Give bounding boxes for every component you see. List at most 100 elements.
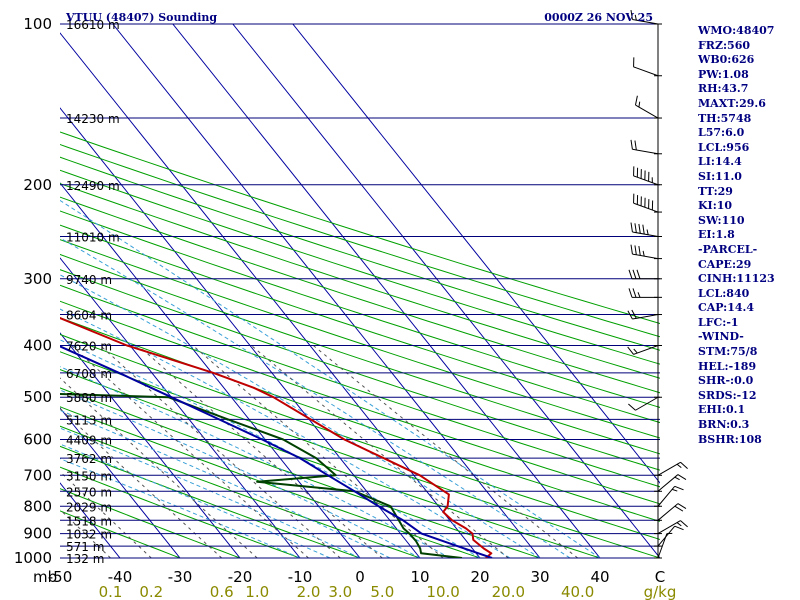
wind-barb (654, 474, 687, 492)
height-label: 1032 m (66, 528, 112, 542)
temperature-tick-label: -20 (228, 568, 253, 586)
index-entry: KI:10 (698, 199, 733, 213)
isotherm-line (60, 407, 181, 558)
index-entry: -PARCEL- (698, 242, 758, 256)
height-label: 5113 m (66, 413, 112, 427)
temperature-profile-line (60, 317, 493, 558)
wind-barb (630, 244, 662, 260)
index-entry: LCL:956 (698, 140, 750, 154)
wind-barb (654, 532, 673, 559)
index-panel: WMO:48407 FRZ:560 WB0:626 PW:1.08 RH:43.7 MAX… (698, 24, 798, 447)
height-label: 5880 m (66, 391, 112, 405)
isotherm-line (60, 257, 301, 558)
mixing-ratio-tick-label: 1.0 (245, 583, 269, 600)
moist-adiabat-line (60, 458, 301, 558)
index-entry: TH:5748 (698, 111, 752, 125)
index-entry: EI:1.8 (698, 228, 735, 242)
height-label: 3150 m (66, 469, 112, 483)
wind-barb (654, 503, 687, 521)
wind-barb (633, 57, 662, 77)
height-label: 6708 m (66, 367, 112, 381)
temperature-tick-label: -40 (108, 568, 133, 586)
pressure-tick-label: 500 (23, 388, 52, 406)
temperature-tick-label: -50 (48, 568, 73, 586)
isotherm-line (60, 182, 361, 558)
chart-time: 0000Z 26 NOV 25 (544, 11, 653, 24)
mixing-ratio-tick-label: 10.0 (426, 583, 459, 600)
dewpoint-profile-line (60, 393, 463, 558)
height-label: 4409 m (66, 434, 112, 448)
height-label: 1518 m (66, 514, 112, 528)
index-entry: PW:1.08 (698, 67, 749, 81)
chart-title: VTUU (48407) Sounding (65, 11, 217, 24)
wind-barb (633, 166, 662, 186)
moist-adiabat-line (60, 389, 421, 558)
height-label: 8604 m (66, 309, 112, 323)
wind-barb (630, 10, 662, 25)
profile-lines (60, 317, 493, 558)
height-label: 2029 m (66, 500, 112, 514)
index-entry: CINH:11123 (698, 272, 775, 286)
wind-barb (634, 95, 662, 119)
temperature-tick-label: 0 (355, 568, 365, 586)
mixing-ratio-tick-label: 3.0 (328, 583, 352, 600)
temperature-tick-label: -30 (168, 568, 193, 586)
index-entry: L57:6.0 (698, 126, 745, 140)
index-entry: EHI:0.1 (698, 403, 746, 417)
index-entry: MAXT:29.6 (698, 96, 766, 110)
index-entry: WMO:48407 (698, 24, 775, 37)
index-entry: SRDS:-12 (698, 388, 757, 402)
temperature-tick-label: 20 (470, 568, 489, 586)
pressure-tick-label: 400 (23, 337, 52, 355)
height-label: 7620 m (66, 340, 112, 354)
index-entry: FRZ:560 (698, 38, 751, 52)
height-label: 14230 m (66, 112, 120, 126)
index-entry: BRN:0.3 (698, 418, 750, 432)
wind-barb (628, 269, 662, 280)
index-entry: WB0:626 (698, 53, 755, 67)
index-entry: SI:11.0 (698, 169, 742, 183)
height-label: 12490 m (66, 179, 120, 193)
height-label: 571 m (66, 540, 104, 554)
pressure-tick-label: 600 (23, 431, 52, 449)
pressure-tick-label: 100 (23, 15, 52, 33)
mixing-ratio-tick-label: 2.0 (297, 583, 321, 600)
index-entry: HEL:-189 (698, 359, 757, 373)
wind-barb (628, 288, 662, 298)
index-entry: TT:29 (698, 184, 733, 198)
index-entry: CAP:14.4 (698, 301, 755, 315)
wind-barb (654, 520, 688, 535)
temperature-tick-label: -10 (288, 568, 313, 586)
wind-barbs (627, 10, 688, 559)
height-label: 16610 m (66, 18, 120, 32)
height-label: 9740 m (66, 273, 112, 287)
mixing-ratio-unit-label: g/kg (644, 583, 677, 600)
index-entry: CAPE:29 (698, 257, 752, 271)
mixing-ratio-tick-label: 0.6 (210, 583, 234, 600)
pressure-tick-label: 200 (23, 176, 52, 194)
pressure-tick-label: 1000 (14, 549, 52, 567)
index-entry: BSHR:108 (698, 432, 762, 446)
isotherm-line (172, 24, 601, 558)
wind-barb (627, 345, 662, 355)
wind-barb (627, 309, 662, 320)
height-label: 2570 m (66, 485, 112, 499)
index-entry: LCL:840 (698, 286, 750, 300)
temperature-tick-label: 10 (410, 568, 429, 586)
isotherm-line (112, 24, 541, 558)
mixing-ratio-tick-label: 0.2 (139, 583, 163, 600)
temperature-tick-label: 30 (530, 568, 549, 586)
temperature-tick-label: 40 (590, 568, 609, 586)
pressure-unit-label: mb (33, 568, 57, 586)
wind-barb (633, 193, 662, 213)
index-entry: STM:75/8 (698, 345, 758, 359)
pressure-tick-label: 300 (23, 270, 52, 288)
pressure-tick-label: 800 (23, 497, 52, 515)
wind-barb (628, 396, 662, 411)
index-entry: LI:14.4 (698, 155, 742, 169)
height-label: 11010 m (66, 230, 120, 244)
height-label: 3762 m (66, 452, 112, 466)
pressure-tick-label: 700 (23, 466, 52, 484)
